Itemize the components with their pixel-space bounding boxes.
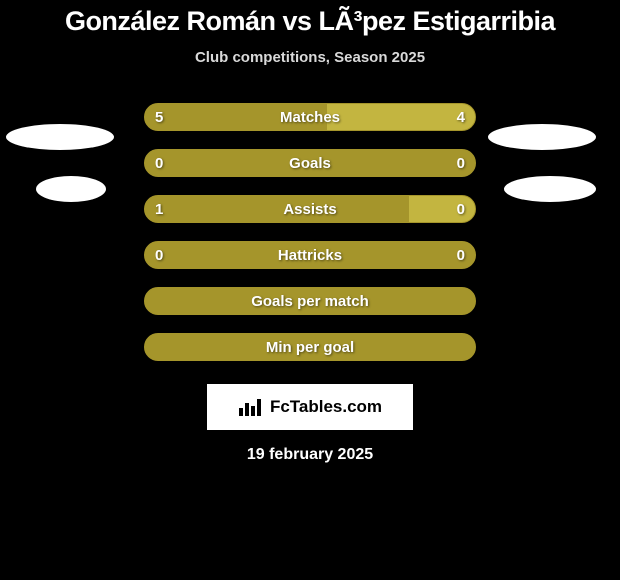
stat-bar: Goals00 xyxy=(144,149,476,177)
bar-left-fill xyxy=(145,288,475,314)
stat-row: Min per goal xyxy=(0,324,620,370)
decorative-ellipse xyxy=(6,124,114,150)
bar-right-fill xyxy=(327,104,476,130)
subtitle: Club competitions, Season 2025 xyxy=(0,49,620,66)
bar-left-fill xyxy=(145,242,475,268)
stat-bar: Goals per match xyxy=(144,287,476,315)
stat-bar: Min per goal xyxy=(144,333,476,361)
bar-left-fill xyxy=(145,334,475,360)
bar-left-fill xyxy=(145,150,475,176)
stat-bar: Hattricks00 xyxy=(144,241,476,269)
bars-icon xyxy=(238,397,264,417)
fctables-logo: FcTables.com xyxy=(207,384,413,430)
date-text: 19 february 2025 xyxy=(0,446,620,464)
logo-text: FcTables.com xyxy=(270,397,382,417)
decorative-ellipse xyxy=(488,124,596,150)
page-title: González Román vs LÃ³pez Estigarribia xyxy=(0,6,620,37)
bar-left-fill xyxy=(145,196,409,222)
bar-right-fill xyxy=(409,196,475,222)
decorative-ellipse xyxy=(36,176,106,202)
decorative-ellipse xyxy=(504,176,596,202)
stat-bar: Assists10 xyxy=(144,195,476,223)
stat-row: Goals per match xyxy=(0,278,620,324)
stat-row: Hattricks00 xyxy=(0,232,620,278)
stat-bar: Matches54 xyxy=(144,103,476,131)
comparison-infographic: González Román vs LÃ³pez Estigarribia Cl… xyxy=(0,0,620,580)
bar-left-fill xyxy=(145,104,327,130)
